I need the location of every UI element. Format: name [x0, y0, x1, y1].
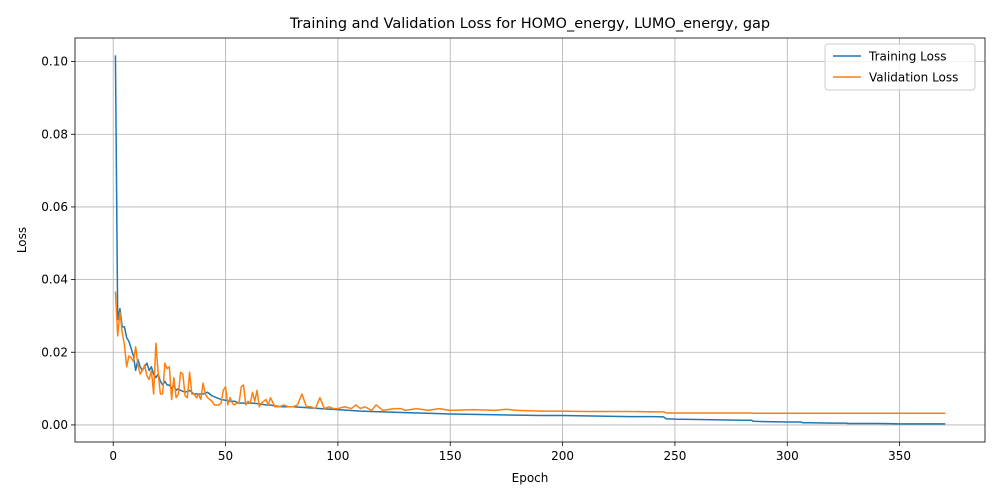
x-tick-label: 250: [663, 449, 686, 463]
x-tick-label: 100: [326, 449, 349, 463]
x-tick-label: 300: [776, 449, 799, 463]
legend: Training Loss Validation Loss: [824, 43, 976, 91]
x-tick-label: 150: [439, 449, 462, 463]
series-lines: [114, 55, 946, 425]
x-tick-label: 50: [218, 449, 233, 463]
x-tick-label: 350: [888, 449, 911, 463]
x-axis-label: Epoch: [512, 471, 549, 485]
y-axis-label: Loss: [15, 227, 29, 253]
x-tick-label: 0: [109, 449, 117, 463]
legend-label-training-loss: Training Loss: [868, 50, 946, 64]
grid-lines: [75, 38, 985, 442]
y-tick-label: 0.08: [41, 127, 68, 141]
series-line-validation-loss: [114, 291, 946, 415]
y-tick-label: 0.00: [41, 418, 68, 432]
chart-title: Training and Validation Loss for HOMO_en…: [289, 16, 770, 32]
series-line-training-loss: [114, 55, 946, 425]
y-tick-label: 0.06: [41, 200, 68, 214]
axis-ticks: 0 50 100 150 200 250 300 350 0.00 0.02 0.04 0.06 0.0…: [41, 55, 911, 463]
plot-frame: [74, 37, 986, 443]
legend-box: [824, 43, 976, 91]
y-tick-label: 0.10: [41, 55, 68, 69]
y-tick-label: 0.02: [41, 345, 68, 359]
legend-label-validation-loss: Validation Loss: [869, 71, 958, 85]
x-tick-label: 200: [551, 449, 574, 463]
y-tick-label: 0.04: [41, 273, 68, 287]
